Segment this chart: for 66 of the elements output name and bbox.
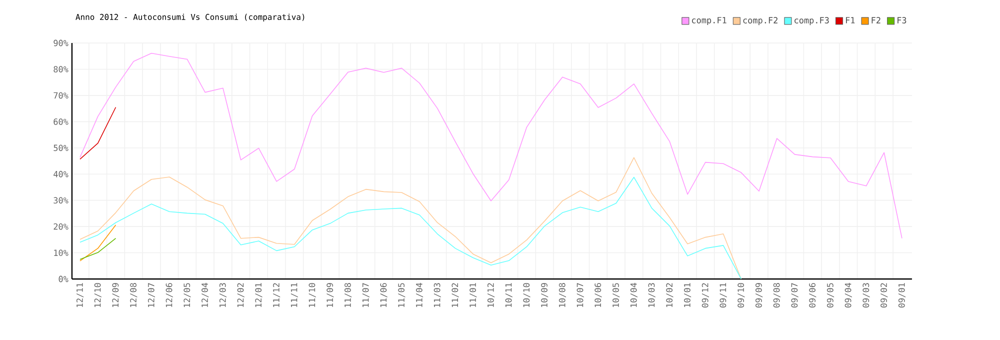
legend-label: F3 (898, 17, 906, 24)
x-tick-label: 10/02 (666, 283, 674, 307)
x-tick-label: 09/10 (738, 283, 745, 308)
x-tick-label: 10/07 (576, 283, 584, 307)
x-tick-label: 11/04 (416, 282, 424, 307)
x-tick-label: 12/08 (130, 283, 138, 307)
legend-label: comp.F2 (743, 17, 778, 26)
x-tick-label: 11/08 (344, 283, 352, 307)
x-tick-label: 10/03 (648, 283, 656, 307)
x-tick-label: 09/04 (844, 282, 852, 308)
x-tick-label: 12/03 (219, 283, 226, 307)
x-tick-label: 10/11 (505, 283, 512, 307)
x-tick-label: 12/10 (94, 283, 102, 307)
x-tick-label: 12/07 (148, 283, 156, 307)
x-tick-label: 09/05 (826, 283, 834, 308)
x-tick-label: 10/08 (558, 283, 566, 307)
x-tick-label: 11/09 (326, 283, 334, 307)
x-tick-label: 12/06 (166, 283, 173, 307)
y-tick-label: 0% (58, 276, 68, 282)
x-tick-label: 12/02 (237, 283, 244, 307)
y-tick-label: 10% (54, 250, 68, 256)
x-tick-label: 10/01 (684, 283, 692, 307)
x-tick-label: 12/11 (76, 283, 84, 307)
legend-label: F2 (872, 17, 880, 24)
x-tick-label: 12/05 (184, 283, 191, 307)
legend-label: comp.F3 (794, 17, 829, 26)
x-tick-label: 09/11 (720, 283, 727, 308)
line-series (80, 176, 742, 279)
legend-label: F1 (846, 17, 855, 24)
x-tick-label: 09/01 (898, 283, 906, 308)
x-tick-label: 09/02 (880, 283, 888, 308)
x-tick-label: 11/05 (398, 283, 406, 307)
x-tick-label: 11/07 (362, 283, 370, 307)
x-tick-label: 11/02 (452, 283, 459, 307)
line-series (80, 157, 742, 279)
x-tick-label: 12/09 (112, 283, 120, 307)
x-tick-label: 09/09 (755, 283, 763, 308)
x-tick-label: 12/04 (202, 282, 209, 307)
x-tick-label: 09/12 (702, 283, 709, 308)
y-tick-label: 20% (54, 223, 68, 230)
x-tick-label: 11/11 (290, 283, 298, 307)
x-tick-label: 11/10 (308, 283, 316, 307)
x-tick-label: 09/08 (773, 283, 780, 308)
y-tick-label: 80% (54, 66, 68, 72)
y-tick-label: 50% (54, 144, 68, 152)
line-series (80, 52, 902, 239)
y-tick-label: 40% (54, 170, 68, 178)
x-tick-label: 11/12 (273, 283, 280, 307)
x-tick-label: 12/01 (255, 283, 262, 307)
x-tick-label: 10/09 (541, 283, 548, 307)
x-tick-label: 10/06 (594, 283, 602, 307)
x-tick-label: 09/03 (862, 283, 870, 308)
y-tick-label: 90% (54, 40, 68, 46)
legend-label: comp.F1 (692, 17, 726, 26)
x-tick-label: 11/06 (380, 283, 388, 307)
x-tick-label: 09/07 (791, 283, 798, 308)
y-tick-label: 70% (54, 92, 68, 99)
x-tick-label: 10/04 (630, 282, 638, 307)
x-tick-label: 09/06 (809, 283, 816, 308)
y-tick-label: 60% (54, 118, 68, 125)
x-tick-label: 10/10 (523, 283, 530, 307)
x-tick-label: 11/01 (470, 283, 477, 307)
x-tick-label: 10/12 (487, 283, 495, 307)
x-tick-label: 10/05 (612, 283, 620, 307)
y-tick-label: 30% (54, 197, 68, 204)
x-tick-label: 11/03 (434, 283, 441, 307)
